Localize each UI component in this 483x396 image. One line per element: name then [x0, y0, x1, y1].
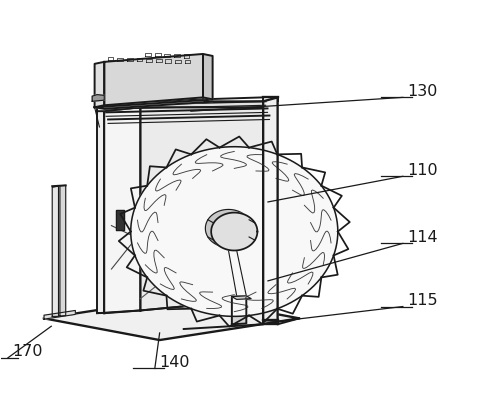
Polygon shape — [131, 147, 338, 316]
Polygon shape — [92, 95, 104, 101]
Polygon shape — [141, 107, 266, 310]
Polygon shape — [104, 54, 203, 105]
Polygon shape — [60, 185, 66, 316]
Text: 115: 115 — [408, 293, 438, 308]
Polygon shape — [203, 54, 213, 99]
Polygon shape — [44, 310, 75, 319]
Polygon shape — [97, 101, 266, 111]
Polygon shape — [104, 107, 141, 313]
Text: 130: 130 — [408, 84, 438, 99]
Text: 114: 114 — [408, 230, 438, 245]
Polygon shape — [97, 111, 104, 313]
Polygon shape — [95, 100, 213, 109]
Polygon shape — [44, 297, 299, 340]
Polygon shape — [116, 210, 124, 230]
Polygon shape — [232, 296, 251, 299]
Polygon shape — [52, 186, 58, 316]
Text: 140: 140 — [159, 355, 190, 370]
Polygon shape — [95, 62, 104, 107]
Text: 110: 110 — [408, 163, 438, 178]
Polygon shape — [232, 296, 246, 324]
Polygon shape — [263, 97, 278, 320]
Polygon shape — [205, 209, 252, 248]
Text: 170: 170 — [13, 345, 43, 360]
Polygon shape — [211, 213, 257, 251]
